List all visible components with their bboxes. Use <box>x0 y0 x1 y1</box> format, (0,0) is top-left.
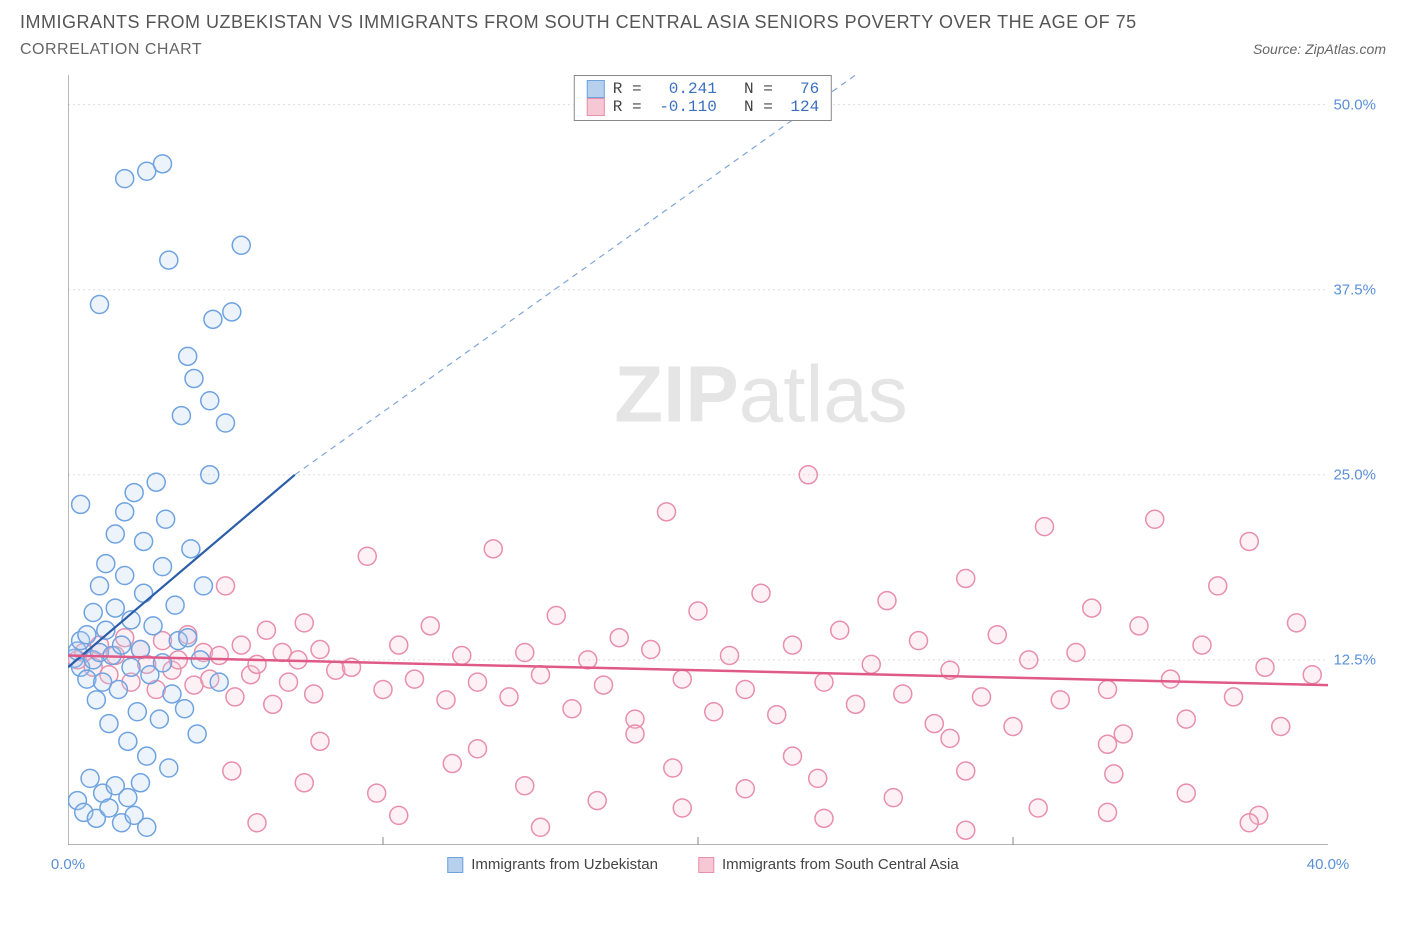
chart-subtitle: CORRELATION CHART <box>20 41 202 59</box>
y-tick-label: 25.0% <box>1333 466 1376 483</box>
scatter-plot: ZIPatlas <box>68 75 1328 845</box>
legend-swatch-icon <box>447 857 463 873</box>
stats-row-series2: R = -0.110 N = 124 <box>587 98 819 116</box>
stats-box: R = 0.241 N = 76 R = -0.110 N = 124 <box>574 75 832 121</box>
stats-row-series1: R = 0.241 N = 76 <box>587 80 819 98</box>
stat-n-value: 76 <box>790 80 819 98</box>
legend-swatch-icon <box>587 80 605 98</box>
correlation-chart: Seniors Poverty Over the Age of 75 ZIPat… <box>20 65 1386 895</box>
stat-r-value: 0.241 <box>659 80 717 98</box>
x-tick-label: 40.0% <box>1307 856 1350 873</box>
y-tick-label: 37.5% <box>1333 281 1376 298</box>
svg-text:ZIPatlas: ZIPatlas <box>614 350 907 439</box>
legend-swatch-icon <box>587 98 605 116</box>
legend-label: Immigrants from Uzbekistan <box>471 856 658 873</box>
legend-item-series2: Immigrants from South Central Asia <box>698 856 959 873</box>
page-title: IMMIGRANTS FROM UZBEKISTAN VS IMMIGRANTS… <box>20 12 1137 32</box>
source-label: Source: ZipAtlas.com <box>1253 41 1386 57</box>
legend: Immigrants from Uzbekistan Immigrants fr… <box>447 856 958 873</box>
stat-n-value: 124 <box>790 98 819 116</box>
x-tick-label: 0.0% <box>51 856 85 873</box>
legend-swatch-icon <box>698 857 714 873</box>
legend-item-series1: Immigrants from Uzbekistan <box>447 856 658 873</box>
y-tick-label: 50.0% <box>1333 96 1376 113</box>
legend-label: Immigrants from South Central Asia <box>722 856 959 873</box>
stat-r-value: -0.110 <box>659 98 717 116</box>
y-tick-label: 12.5% <box>1333 651 1376 668</box>
